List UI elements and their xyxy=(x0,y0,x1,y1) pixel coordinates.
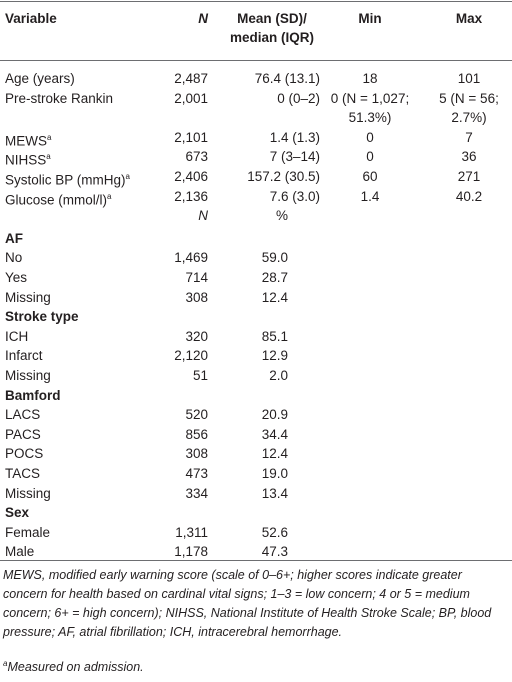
cell: 308 xyxy=(185,446,208,462)
cell: 19.0 xyxy=(261,466,288,481)
header-cell: Mean (SD)/ median (IQR) xyxy=(229,11,314,45)
row-label: Yes xyxy=(5,270,28,285)
rule xyxy=(0,60,512,61)
sup: a xyxy=(107,191,112,201)
cell: 1.4 (1.3) xyxy=(269,129,320,145)
cell: 2,001 xyxy=(174,90,208,106)
cell: 36 xyxy=(461,149,477,165)
cell: 76.4 (13.1) xyxy=(254,71,320,86)
row-label: POCS xyxy=(5,446,44,462)
cell: 7 xyxy=(465,129,473,145)
cell: 1,311 xyxy=(175,524,208,540)
cell: 856 xyxy=(185,426,208,442)
cell: 51 xyxy=(192,368,208,383)
row-label: Missing xyxy=(5,289,51,305)
footnote: MEWS, modified early warning score (scal… xyxy=(3,568,492,639)
cell: 157.2 (30.5) xyxy=(247,169,320,184)
footnote-note: aMeasured on admission. xyxy=(3,659,144,674)
row-label: Male xyxy=(5,544,35,560)
cell: 2,136 xyxy=(174,188,208,204)
cell: 18 xyxy=(362,71,378,86)
cell: 714 xyxy=(185,270,208,285)
cell: 1,469 xyxy=(174,250,208,266)
section-title: Sex xyxy=(5,505,30,521)
cell: 40.2 xyxy=(455,188,483,204)
cell: 7.6 (3.0) xyxy=(269,188,320,204)
cell: 334 xyxy=(185,485,208,501)
cell: 0 xyxy=(366,129,374,145)
cell: 60 xyxy=(362,169,378,184)
section-title: Stroke type xyxy=(5,309,79,325)
cell: 2,120 xyxy=(174,348,208,364)
header-cell: Variable xyxy=(5,11,57,26)
cell: 2,487 xyxy=(174,71,208,86)
cell: 520 xyxy=(185,407,208,423)
row-label: Age (years) xyxy=(5,71,75,86)
header-cell: Min xyxy=(358,11,382,26)
cell: 0 (N = 1,027; 51.3%) xyxy=(330,90,410,125)
cell: 28.7 xyxy=(261,270,288,285)
section-title: Bamford xyxy=(5,387,61,403)
row-label: Missing xyxy=(5,485,51,501)
row-label: NIHSSa xyxy=(5,152,51,168)
header-cell: Max xyxy=(455,11,483,26)
cell: 2.0 xyxy=(269,368,288,383)
row-label: TACS xyxy=(5,466,41,481)
cell: 52.6 xyxy=(261,524,288,540)
cell: 101 xyxy=(457,71,481,86)
row-label: Pre-stroke Rankin xyxy=(5,90,114,106)
row-label: ICH xyxy=(5,328,29,344)
row-label: Systolic BP (mmHg)a xyxy=(5,172,130,188)
sup: a xyxy=(125,172,130,181)
row-label: MEWSa xyxy=(5,132,52,149)
cell: 20.9 xyxy=(261,407,288,423)
row-label: PACS xyxy=(5,426,41,442)
cell: 1,178 xyxy=(174,544,208,560)
section-title: AF xyxy=(5,230,23,246)
cell: 2,406 xyxy=(174,169,208,184)
cell: 12.4 xyxy=(261,446,288,462)
cell: 34.4 xyxy=(261,426,288,442)
row-label: Glucose (mmol/l)a xyxy=(5,191,112,208)
cell: 673 xyxy=(185,149,208,165)
sup: a xyxy=(47,132,52,142)
cell: 308 xyxy=(185,289,208,305)
row-label: Missing xyxy=(5,368,51,383)
cell: 0 xyxy=(366,149,374,165)
header-cell: N xyxy=(198,11,208,26)
cell: 12.4 xyxy=(261,289,288,305)
cell: 13.4 xyxy=(261,485,288,501)
rule xyxy=(0,560,512,561)
row-label: Infarct xyxy=(5,348,43,364)
cell: 5 (N = 56; 2.7%) xyxy=(439,90,499,125)
cell: 59.0 xyxy=(261,250,288,266)
cell: 85.1 xyxy=(261,328,288,344)
cell: 12.9 xyxy=(261,348,288,364)
cell: 7 (3–14) xyxy=(269,149,320,165)
cell: 271 xyxy=(457,169,481,184)
row-label: No xyxy=(5,250,23,266)
cell: 1.4 xyxy=(360,188,380,204)
cell: N xyxy=(198,208,208,224)
note: Measured on admission. xyxy=(7,660,144,675)
rule xyxy=(0,1,512,2)
cell: 2,101 xyxy=(174,129,208,145)
sup: a xyxy=(3,659,8,668)
cell: 473 xyxy=(185,466,208,481)
cell: % xyxy=(275,208,288,224)
row-label: LACS xyxy=(5,407,41,423)
cell: 47.3 xyxy=(261,544,288,560)
cell: 0 (0–2) xyxy=(277,90,320,106)
cell: 320 xyxy=(185,328,208,344)
sup: a xyxy=(46,152,51,162)
row-label: Female xyxy=(5,524,51,540)
